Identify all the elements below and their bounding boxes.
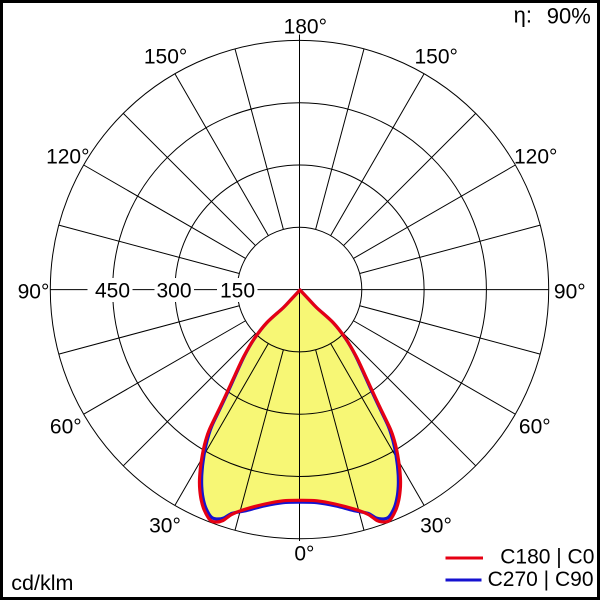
svg-text:30°: 30° bbox=[420, 515, 452, 538]
svg-text:C270 | C90: C270 | C90 bbox=[488, 568, 594, 591]
svg-text:cd/klm: cd/klm bbox=[11, 571, 73, 595]
svg-text:90%: 90% bbox=[547, 4, 591, 29]
svg-text:0°: 0° bbox=[294, 542, 314, 565]
svg-text:120°: 120° bbox=[514, 145, 557, 168]
svg-text:150: 150 bbox=[220, 279, 255, 302]
svg-text:C180 | C0: C180 | C0 bbox=[500, 545, 594, 568]
svg-text:η:: η: bbox=[514, 3, 532, 28]
svg-text:180°: 180° bbox=[284, 16, 327, 39]
svg-text:60°: 60° bbox=[50, 416, 82, 439]
svg-text:120°: 120° bbox=[46, 145, 89, 168]
svg-text:300: 300 bbox=[156, 279, 191, 302]
svg-text:150°: 150° bbox=[144, 46, 187, 69]
svg-text:90°: 90° bbox=[554, 280, 586, 303]
svg-text:450: 450 bbox=[95, 279, 130, 302]
svg-text:90°: 90° bbox=[18, 280, 50, 303]
svg-text:30°: 30° bbox=[149, 515, 181, 538]
svg-text:60°: 60° bbox=[519, 416, 551, 439]
svg-text:150°: 150° bbox=[414, 46, 457, 69]
